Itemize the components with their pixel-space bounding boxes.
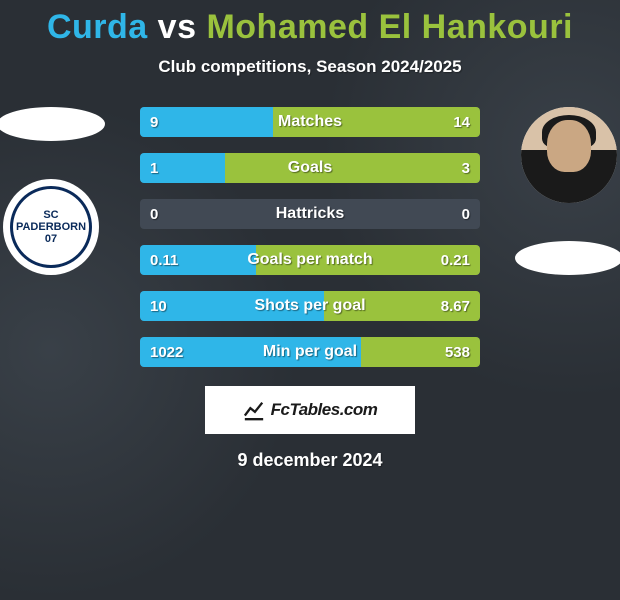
player1-column: SC PADERBORN 07 bbox=[0, 107, 106, 372]
comparison-title: Curda vs Mohamed El Hankouri bbox=[0, 0, 620, 47]
stat-label: Shots per goal bbox=[140, 291, 480, 321]
stat-label: Goals per match bbox=[140, 245, 480, 275]
player1-photo-ellipse bbox=[0, 107, 105, 141]
stat-row: 108.67Shots per goal bbox=[140, 291, 480, 321]
chart-icon bbox=[243, 399, 265, 421]
comparison-stage: SC PADERBORN 07 914Matches 13Goals 00Hattr… bbox=[0, 107, 620, 372]
player2-photo bbox=[521, 107, 617, 203]
stat-row: 914Matches bbox=[140, 107, 480, 137]
stat-row: 1022538Min per goal bbox=[140, 337, 480, 367]
stat-label: Hattricks bbox=[140, 199, 480, 229]
stat-label: Min per goal bbox=[140, 337, 480, 367]
stat-row: 00Hattricks bbox=[140, 199, 480, 229]
stat-row: 0.110.21Goals per match bbox=[140, 245, 480, 275]
stat-label: Goals bbox=[140, 153, 480, 183]
source-text: FcTables.com bbox=[271, 400, 378, 420]
title-player1: Curda bbox=[47, 8, 148, 46]
source-badge: FcTables.com bbox=[205, 386, 415, 434]
date-text: 9 december 2024 bbox=[0, 450, 620, 471]
stat-label: Matches bbox=[140, 107, 480, 137]
title-vs: vs bbox=[158, 8, 197, 46]
stat-row: 13Goals bbox=[140, 153, 480, 183]
player2-column bbox=[514, 107, 620, 372]
title-player2: Mohamed El Hankouri bbox=[206, 8, 573, 46]
club-badge-label: SC PADERBORN 07 bbox=[10, 186, 93, 269]
subtitle: Club competitions, Season 2024/2025 bbox=[0, 57, 620, 77]
stat-rows: 914Matches 13Goals 00Hattricks 0.110.21Goal… bbox=[140, 107, 480, 367]
avatar-placeholder bbox=[521, 107, 617, 203]
player2-club-ellipse bbox=[515, 241, 620, 275]
player1-club-badge: SC PADERBORN 07 bbox=[3, 179, 99, 275]
